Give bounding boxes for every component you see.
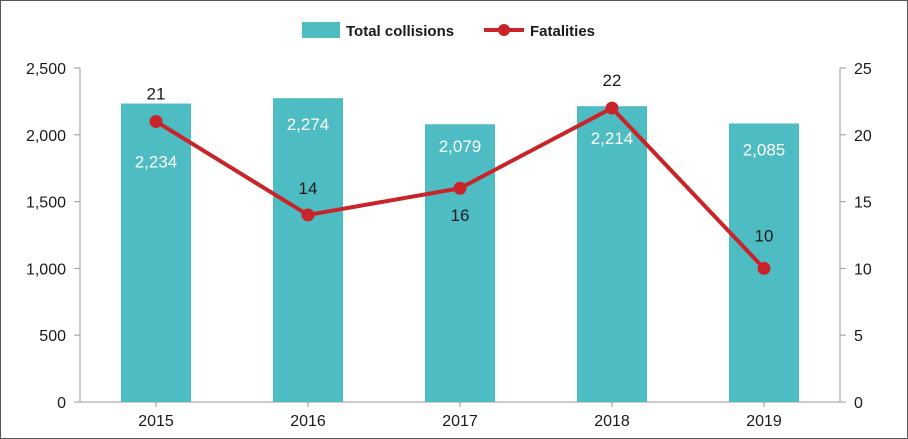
line-point <box>149 114 163 128</box>
line-point <box>757 261 771 275</box>
bar-value-label: 2,274 <box>287 115 330 134</box>
data-labels: 2,234 2,274 2,079 2,214 2,085 21 14 16 22 10 <box>135 71 786 245</box>
bar <box>273 98 343 402</box>
left-tick-label: 0 <box>57 395 66 412</box>
legend: Total collisions Fatalities <box>302 22 595 40</box>
right-tick-label: 10 <box>854 261 872 278</box>
x-tick-label: 2015 <box>138 413 174 430</box>
legend-swatch-marker <box>498 24 510 36</box>
bar <box>121 103 191 402</box>
line-value-label: 22 <box>603 71 622 90</box>
legend-swatch-bar <box>302 22 340 38</box>
x-tick-label: 2017 <box>442 413 478 430</box>
right-tick-label: 20 <box>854 128 872 145</box>
bar-value-label: 2,079 <box>439 137 482 156</box>
right-tick-label: 0 <box>854 395 863 412</box>
x-tick-label: 2019 <box>746 413 782 430</box>
left-tick-label: 1,000 <box>26 261 66 278</box>
bar-series <box>121 98 799 403</box>
line-point <box>453 181 467 195</box>
right-tick-label: 5 <box>854 328 863 345</box>
legend-label-bar: Total collisions <box>346 23 454 40</box>
bar <box>577 106 647 403</box>
line-value-label: 14 <box>299 179 318 198</box>
x-tick-label: 2018 <box>594 413 630 430</box>
left-tick-label: 1,500 <box>26 195 66 212</box>
bar-value-label: 2,234 <box>135 153 178 172</box>
bar-value-label: 2,085 <box>743 140 786 159</box>
bar <box>425 124 495 402</box>
right-tick-label: 25 <box>854 61 872 78</box>
line-value-label: 16 <box>451 206 470 225</box>
right-tick-label: 15 <box>854 195 872 212</box>
left-tick-label: 2,000 <box>26 128 66 145</box>
line-series <box>149 101 771 275</box>
legend-label-line: Fatalities <box>530 23 595 40</box>
x-tick-label: 2016 <box>290 413 326 430</box>
left-tick-label: 500 <box>39 328 66 345</box>
axes: 0 500 1,000 1,500 2,000 2,500 0 5 10 15 20 25 2015 20… <box>26 61 872 430</box>
bar-value-label: 2,214 <box>591 129 634 148</box>
left-tick-label: 2,500 <box>26 61 66 78</box>
line-point <box>301 208 315 222</box>
line-point <box>605 101 619 115</box>
line-value-label: 21 <box>147 84 166 103</box>
line-value-label: 10 <box>755 226 774 245</box>
